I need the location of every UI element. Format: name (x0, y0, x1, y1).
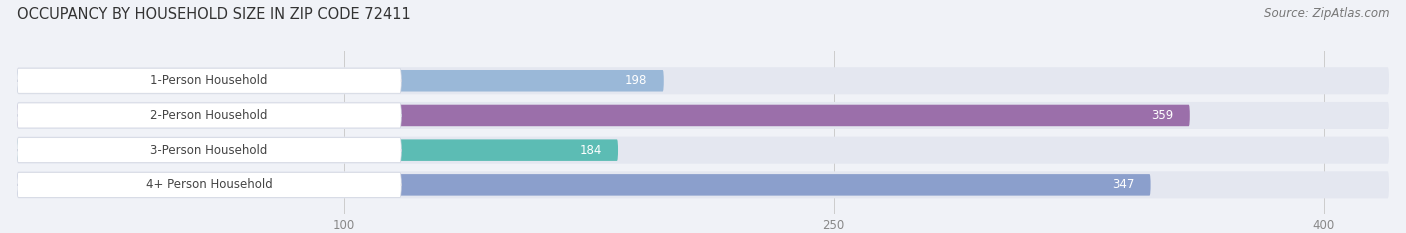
FancyBboxPatch shape (17, 138, 401, 163)
Text: 347: 347 (1112, 178, 1135, 191)
FancyBboxPatch shape (17, 139, 619, 161)
Text: 184: 184 (579, 144, 602, 157)
Text: OCCUPANCY BY HOUSEHOLD SIZE IN ZIP CODE 72411: OCCUPANCY BY HOUSEHOLD SIZE IN ZIP CODE … (17, 7, 411, 22)
FancyBboxPatch shape (17, 68, 401, 93)
FancyBboxPatch shape (17, 105, 1189, 126)
Text: Source: ZipAtlas.com: Source: ZipAtlas.com (1264, 7, 1389, 20)
FancyBboxPatch shape (17, 137, 1389, 164)
FancyBboxPatch shape (17, 67, 1389, 94)
FancyBboxPatch shape (17, 174, 1150, 196)
Text: 198: 198 (626, 74, 647, 87)
FancyBboxPatch shape (17, 102, 1389, 129)
Text: 2-Person Household: 2-Person Household (150, 109, 269, 122)
Text: 4+ Person Household: 4+ Person Household (146, 178, 273, 191)
Text: 3-Person Household: 3-Person Household (150, 144, 267, 157)
FancyBboxPatch shape (17, 172, 401, 197)
Text: 1-Person Household: 1-Person Household (150, 74, 269, 87)
FancyBboxPatch shape (17, 70, 664, 92)
FancyBboxPatch shape (17, 171, 1389, 198)
FancyBboxPatch shape (17, 103, 401, 128)
Text: 359: 359 (1152, 109, 1174, 122)
